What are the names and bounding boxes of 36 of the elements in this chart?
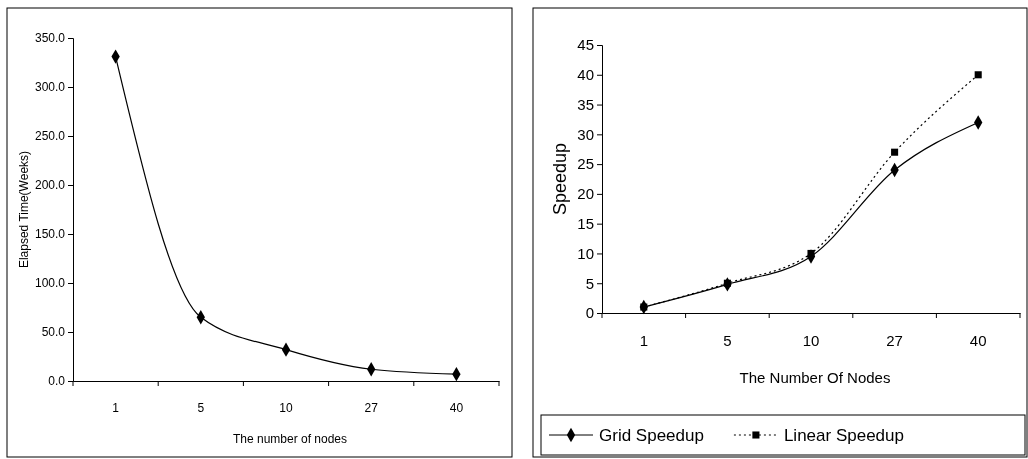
x-tick-label: 27 — [886, 331, 903, 349]
y-tick-label: 150.0 — [34, 227, 66, 242]
y-tick-label: 5 — [585, 274, 594, 292]
x-tick-label: 40 — [969, 331, 987, 349]
x-tick-label: 10 — [279, 400, 293, 415]
y-tick-label: 0.0 — [48, 374, 66, 389]
x-tick-label: 27 — [364, 400, 379, 415]
y-tick-label: 35 — [577, 95, 594, 113]
y-tick-label: 45 — [577, 36, 594, 54]
y-tick-label: 10 — [577, 244, 594, 262]
point — [891, 148, 899, 156]
x-tick-label: 1 — [639, 331, 648, 349]
y-tick-label: 350.0 — [34, 31, 66, 46]
y-tick-label: 200.0 — [34, 178, 66, 193]
x-tick-label: 40 — [449, 400, 464, 415]
legend-label: Linear Speedup — [783, 426, 904, 445]
y-tick-label: 40 — [577, 66, 594, 84]
point — [974, 71, 982, 79]
x-axis-title: The Number Of Nodes — [739, 369, 891, 386]
y-tick-label: 30 — [577, 125, 594, 143]
x-tick-label: 5 — [197, 400, 205, 415]
y-tick-label: 300.0 — [34, 80, 66, 95]
y-tick-label: 250.0 — [34, 129, 66, 144]
x-tick-label: 5 — [723, 331, 732, 349]
y-tick-label: 25 — [577, 155, 594, 173]
x-tick-label: 10 — [802, 331, 820, 349]
y-tick-label: 0 — [585, 304, 594, 322]
y-tick-label: 100.0 — [34, 276, 66, 291]
y-tick-label: 15 — [577, 214, 594, 232]
y-tick-label: 50.0 — [41, 325, 66, 340]
legend-label: Grid Speedup — [599, 426, 704, 445]
x-tick-label: 1 — [112, 400, 120, 415]
y-axis-title: Elapsed Time(Weeks) — [17, 150, 31, 269]
y-axis-title: Speedup — [550, 142, 570, 216]
x-axis-title: The number of nodes — [232, 432, 348, 446]
y-tick-label: 20 — [577, 185, 594, 203]
